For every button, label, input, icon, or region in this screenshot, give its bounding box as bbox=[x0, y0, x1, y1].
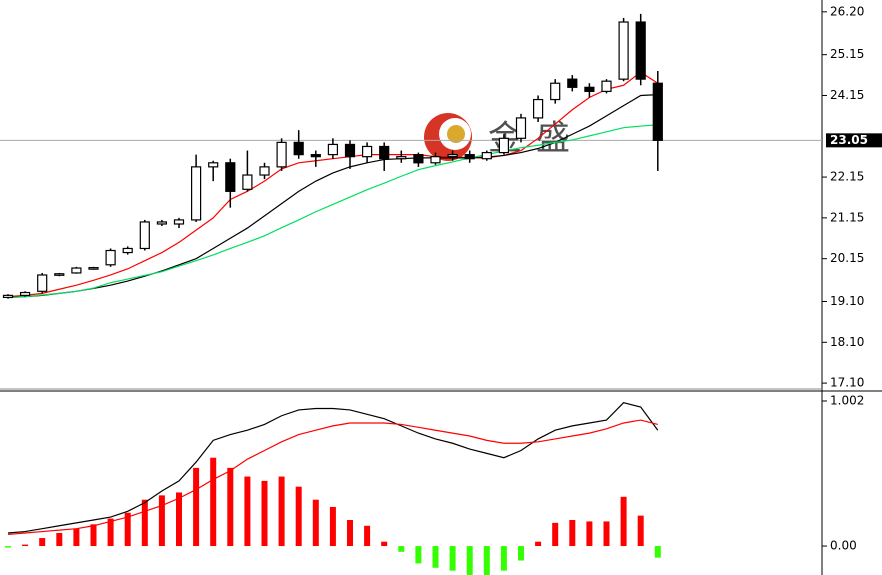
candle-body bbox=[362, 145, 373, 158]
candle-body bbox=[276, 141, 287, 168]
y-tick-label: 24.15 bbox=[830, 88, 864, 102]
candle-body bbox=[413, 154, 424, 164]
candle-body bbox=[550, 82, 561, 101]
candle-body bbox=[344, 143, 356, 158]
price-label: 23.05 bbox=[830, 133, 868, 147]
candle-body bbox=[37, 274, 48, 292]
candle-body bbox=[173, 219, 185, 225]
price-label-box bbox=[826, 133, 882, 148]
macd-bar bbox=[261, 480, 268, 547]
candle-body bbox=[601, 80, 612, 92]
candle-body bbox=[191, 166, 202, 221]
candle-body bbox=[618, 21, 629, 80]
candle-body bbox=[225, 162, 236, 192]
candle-body bbox=[327, 143, 338, 156]
macd-bar bbox=[449, 546, 456, 571]
y-tick-label: 21.15 bbox=[830, 210, 864, 224]
candle-body bbox=[515, 117, 527, 139]
candle-body bbox=[310, 154, 321, 158]
candle-body bbox=[2, 294, 14, 299]
macd-bar bbox=[107, 518, 114, 547]
macd-bar bbox=[347, 519, 353, 547]
y-tick-label: 22.15 bbox=[830, 170, 864, 184]
macd-bar bbox=[381, 541, 388, 547]
macd-bar bbox=[90, 524, 97, 547]
macd-bar bbox=[398, 546, 405, 552]
macd-bar bbox=[586, 521, 593, 547]
candle-body bbox=[105, 249, 116, 266]
y-tick-label: 25.15 bbox=[830, 47, 864, 61]
candle-body bbox=[20, 291, 31, 296]
macd-bar bbox=[227, 467, 234, 547]
candle-body bbox=[88, 267, 99, 270]
candle-body bbox=[242, 174, 253, 190]
candle-body bbox=[122, 247, 133, 254]
macd-bar bbox=[518, 546, 524, 561]
macd-bar bbox=[124, 512, 131, 547]
macd-bar bbox=[637, 515, 644, 547]
macd-bar bbox=[210, 457, 217, 547]
candle-body bbox=[532, 98, 544, 119]
logo bbox=[424, 113, 472, 161]
candle-body bbox=[635, 21, 646, 80]
y-tick-label: 1.002 bbox=[830, 393, 864, 407]
macd-bar bbox=[569, 519, 576, 547]
macd-bar bbox=[312, 499, 319, 547]
candle-body bbox=[293, 141, 304, 156]
macd-bar bbox=[176, 492, 182, 547]
candle-body bbox=[208, 162, 219, 168]
macd-bar bbox=[500, 546, 507, 571]
macd-bar bbox=[244, 476, 251, 547]
macd-bar bbox=[620, 496, 627, 547]
candle-body bbox=[498, 137, 509, 154]
candle-body bbox=[71, 267, 82, 274]
macd-bar bbox=[466, 546, 473, 575]
macd-bar bbox=[22, 544, 29, 547]
y-tick-label: 19.10 bbox=[830, 294, 864, 308]
y-tick-label: 26.20 bbox=[830, 4, 864, 18]
candle-body bbox=[396, 156, 407, 160]
candle-body bbox=[430, 156, 441, 164]
macd-bar bbox=[603, 521, 610, 547]
line-series bbox=[7, 402, 659, 534]
line-series bbox=[7, 71, 659, 298]
macd-bar bbox=[73, 528, 80, 547]
macd-bar bbox=[39, 538, 46, 547]
macd-bar bbox=[158, 495, 165, 547]
macd-bar bbox=[654, 546, 661, 558]
macd-bar bbox=[141, 499, 148, 547]
macd-bar bbox=[364, 525, 371, 547]
macd-bar bbox=[56, 533, 63, 547]
macd-bar bbox=[415, 546, 422, 564]
candle-body bbox=[481, 151, 492, 160]
candle-body bbox=[379, 145, 390, 160]
candle-body bbox=[259, 166, 270, 176]
candle-body bbox=[464, 154, 475, 160]
candle-body bbox=[54, 273, 65, 276]
candle-body bbox=[139, 221, 150, 250]
macd-bar bbox=[295, 486, 302, 547]
candle-body bbox=[156, 221, 167, 225]
macd-bar bbox=[193, 467, 200, 547]
macd-bar bbox=[5, 546, 11, 548]
line-series bbox=[7, 94, 658, 299]
y-tick-label: 17.10 bbox=[830, 376, 864, 390]
macd-bar bbox=[278, 476, 285, 547]
candle-body bbox=[652, 82, 663, 141]
candle-body bbox=[447, 154, 458, 158]
macd-bar bbox=[483, 546, 490, 575]
macd-bar bbox=[552, 522, 559, 547]
candle-body bbox=[567, 78, 578, 88]
line-series bbox=[7, 419, 658, 536]
macd-bar bbox=[329, 506, 336, 547]
y-tick-label: 0.00 bbox=[830, 539, 857, 553]
macd-bar bbox=[535, 541, 542, 547]
macd-bar bbox=[432, 546, 439, 568]
y-tick-label: 20.15 bbox=[830, 251, 864, 265]
y-tick-label: 18.10 bbox=[830, 335, 864, 349]
candle-body bbox=[584, 86, 595, 92]
line-series bbox=[7, 124, 658, 299]
